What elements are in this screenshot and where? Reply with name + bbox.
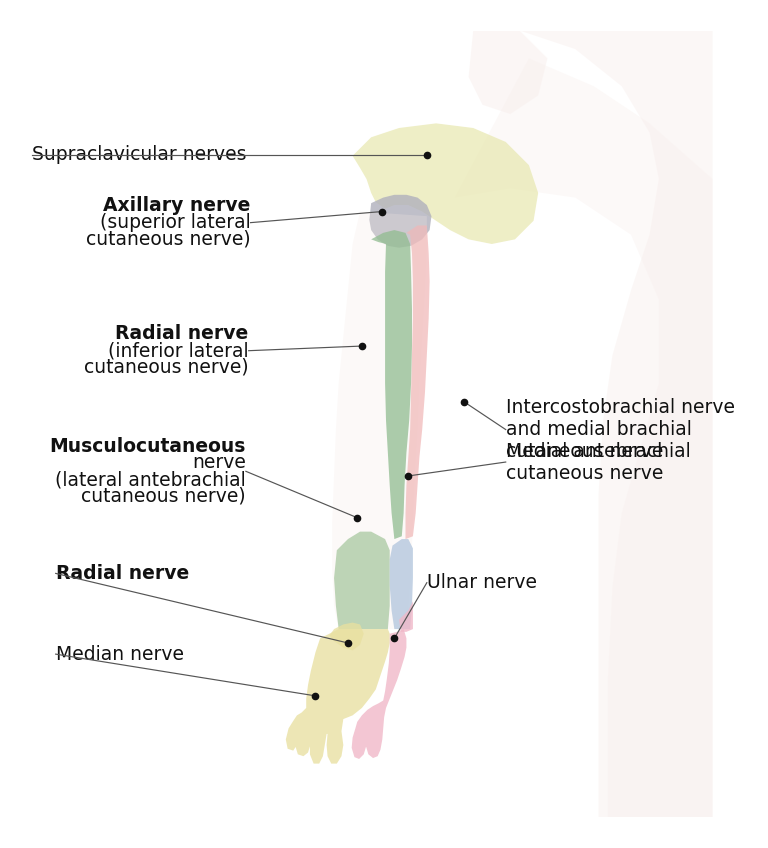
Polygon shape [352, 629, 406, 759]
Polygon shape [333, 211, 427, 629]
Text: Intercostobrachial nerve
and medial brachial
cutaneous nerve: Intercostobrachial nerve and medial brac… [505, 398, 735, 461]
Polygon shape [399, 601, 413, 632]
Polygon shape [468, 31, 548, 114]
Polygon shape [329, 622, 364, 650]
Polygon shape [455, 59, 713, 817]
Text: Radial nerve: Radial nerve [55, 564, 189, 583]
Text: cutaneous nerve): cutaneous nerve) [84, 358, 249, 377]
Polygon shape [389, 539, 413, 629]
Text: cutaneous nerve): cutaneous nerve) [81, 487, 246, 506]
Text: nerve: nerve [192, 454, 246, 472]
Text: Axillary nerve: Axillary nerve [103, 197, 250, 215]
Text: (lateral antebrachial: (lateral antebrachial [55, 470, 246, 489]
Text: Ulnar nerve: Ulnar nerve [427, 573, 537, 592]
Polygon shape [406, 226, 429, 539]
Text: cutaneous nerve): cutaneous nerve) [86, 230, 250, 248]
Text: Medial antebrachial
cutaneous nerve: Medial antebrachial cutaneous nerve [505, 442, 690, 483]
Polygon shape [455, 31, 713, 817]
Text: Radial nerve: Radial nerve [115, 325, 249, 343]
Polygon shape [371, 230, 412, 539]
Text: (inferior lateral: (inferior lateral [108, 341, 249, 360]
Polygon shape [369, 195, 432, 248]
Text: Median nerve: Median nerve [55, 644, 184, 664]
Text: (superior lateral: (superior lateral [100, 213, 250, 232]
Polygon shape [353, 123, 538, 244]
Polygon shape [286, 629, 389, 763]
Text: Supraclavicular nerves: Supraclavicular nerves [32, 145, 247, 165]
Text: Musculocutaneous: Musculocutaneous [49, 437, 246, 455]
Polygon shape [334, 532, 389, 629]
